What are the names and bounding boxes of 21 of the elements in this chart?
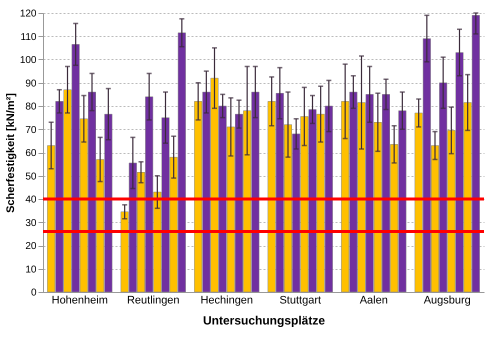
y-tick-label: 50 [25, 171, 37, 182]
y-tick-label: 60 [25, 148, 37, 159]
x-tick-label: Stuttgart [279, 294, 322, 306]
y-tick-label: 70 [25, 124, 37, 136]
y-axis-title: Scherfestigkeit [kN/m²] [4, 92, 17, 213]
y-tick-label: 0 [30, 288, 37, 298]
x-tick-label: Hechingen [200, 294, 254, 306]
y-tick-label: 120 [20, 8, 37, 20]
y-tick-label: 110 [20, 32, 37, 43]
x-tick-label: Hohenheim [52, 294, 108, 306]
x-tick-label: Reutlingen [126, 294, 180, 306]
y-tick-label: 40 [25, 194, 37, 206]
y-tick-label: 30 [25, 218, 37, 229]
x-axis-title: Untersuchungsplätze [202, 314, 326, 328]
y-tick-label: 100 [20, 55, 37, 66]
y-tick-label: 20 [25, 241, 37, 252]
x-tick-label: Augsburg [424, 294, 471, 306]
y-tick-label: 90 [25, 78, 37, 90]
y-tick-label: 10 [25, 264, 37, 276]
x-tick-label: Aalen [360, 294, 388, 306]
y-tick-label: 80 [25, 102, 37, 112]
